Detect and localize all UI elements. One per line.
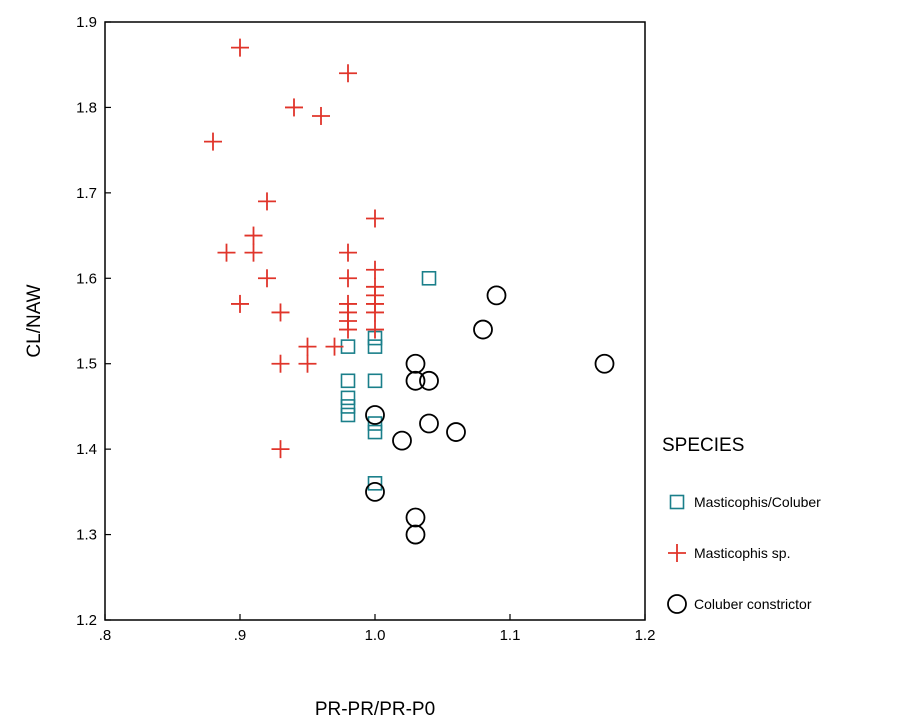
square-point [367, 424, 383, 440]
plus-point [285, 98, 303, 117]
y-tick-label: 1.6 [76, 270, 97, 287]
x-tick-label: 1.1 [500, 627, 521, 644]
y-tick-label: 1.3 [76, 527, 97, 544]
x-tick-label: .8 [99, 627, 112, 644]
circle-point [594, 353, 615, 374]
legend: SPECIES Masticophis/Coluber Masticophis s… [662, 435, 821, 614]
plus-point [244, 243, 263, 262]
square-point [421, 270, 437, 286]
circle-point [365, 405, 385, 425]
circle-point [405, 507, 426, 528]
circle-point [419, 370, 439, 391]
circle-point [486, 285, 507, 306]
y-tick-label: 1.2 [76, 612, 97, 629]
legend-label: Masticophis/Coluber [694, 494, 821, 510]
square-point [340, 373, 356, 389]
circle-point [365, 481, 385, 502]
legend-circle-marker [667, 594, 687, 614]
plus-point [339, 320, 357, 339]
plus-point [366, 320, 384, 339]
y-tick-label: 1.8 [76, 99, 97, 116]
legend-title: SPECIES [662, 435, 744, 456]
plus-point [231, 294, 249, 313]
square-point [367, 476, 383, 491]
plus-point [231, 38, 249, 57]
legend-label: Coluber constrictor [694, 596, 812, 612]
y-axis-title: CL/NAW [24, 284, 45, 357]
x-tick-label: .9 [234, 627, 247, 644]
circle-point [392, 430, 412, 451]
plus-point [298, 337, 317, 356]
plus-point [366, 303, 384, 322]
legend-plus-marker [668, 544, 686, 562]
plus-point [339, 64, 357, 83]
circle-point [446, 422, 466, 442]
plus-point [366, 209, 384, 228]
legend-label: Masticophis sp. [694, 545, 790, 561]
plus-point [204, 132, 222, 151]
circle-point [419, 413, 439, 434]
plus-point [271, 354, 290, 373]
plus-point [258, 269, 276, 288]
y-tick-label: 1.7 [76, 185, 97, 202]
x-tick-label: 1.2 [635, 627, 656, 644]
plus-point [339, 243, 357, 262]
square-point [367, 416, 383, 431]
plus-point [217, 243, 236, 262]
x-axis: .8 .9 1.0 1.1 1.2 [99, 614, 656, 644]
data-points [204, 38, 615, 545]
plus-point [312, 106, 330, 125]
square-point [367, 339, 383, 354]
x-axis-title: PR-PR/PR-P0 [315, 699, 435, 720]
plus-point [244, 226, 263, 245]
plus-point [258, 192, 276, 211]
plus-point [339, 269, 357, 288]
y-tick-label: 1.4 [76, 441, 97, 458]
square-point [340, 390, 356, 406]
plus-point [366, 260, 384, 279]
legend-square-marker [669, 494, 685, 510]
plus-point [271, 440, 290, 459]
circle-point [473, 319, 493, 340]
square-point [340, 407, 356, 423]
plus-point [325, 337, 344, 356]
y-tick-label: 1.5 [76, 356, 97, 373]
square-point [367, 373, 383, 389]
plus-point [271, 303, 290, 322]
legend-items: Masticophis/Coluber Masticophis sp. Colube… [667, 494, 821, 614]
circle-point [405, 524, 426, 545]
plus-point [298, 354, 317, 373]
square-point [340, 399, 356, 414]
y-axis: 1.2 1.3 1.4 1.5 1.6 1.7 1.8 1.9 [76, 14, 111, 629]
x-tick-label: 1.0 [365, 627, 386, 644]
y-tick-label: 1.9 [76, 14, 97, 31]
circle-point [405, 370, 426, 391]
circle-point [405, 353, 426, 374]
